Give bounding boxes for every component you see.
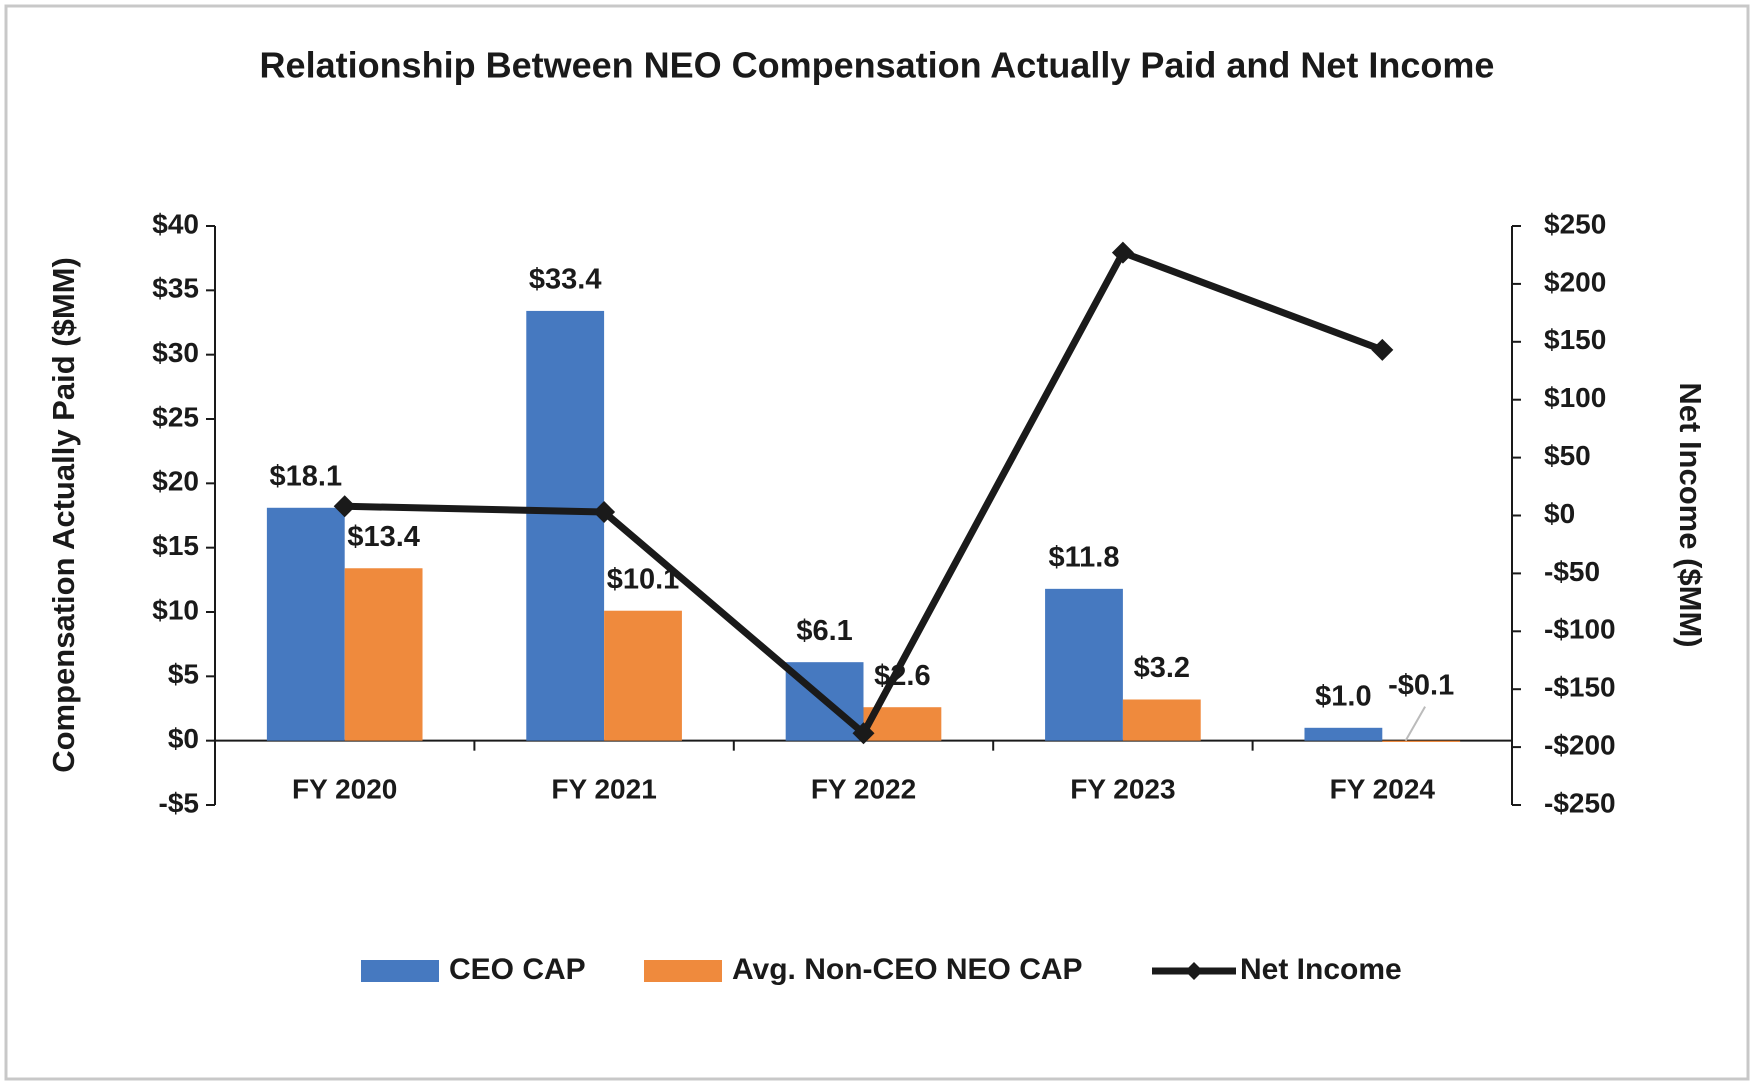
y-tick-label: $40 bbox=[152, 208, 199, 239]
value-label: $33.4 bbox=[529, 264, 602, 296]
legend-swatch bbox=[361, 960, 439, 982]
bar bbox=[604, 610, 682, 741]
line-marker bbox=[852, 722, 875, 745]
y-tick-label: $35 bbox=[152, 273, 199, 304]
value-label: $1.0 bbox=[1315, 680, 1371, 712]
y2-tick-label: $250 bbox=[1544, 208, 1606, 239]
legend-swatch bbox=[644, 960, 722, 982]
chart-title: Relationship Between NEO Compensation Ac… bbox=[260, 45, 1495, 86]
y2-tick-label: $0 bbox=[1544, 498, 1575, 529]
y-tick-label: $15 bbox=[152, 530, 199, 561]
y2-tick-label: -$50 bbox=[1544, 556, 1600, 587]
bar bbox=[344, 568, 423, 741]
bar bbox=[1122, 699, 1201, 741]
y-tick-label: $10 bbox=[152, 594, 199, 625]
bar bbox=[1382, 740, 1461, 742]
y2-tick-label: $150 bbox=[1544, 324, 1606, 355]
legend-label: CEO CAP bbox=[449, 953, 586, 986]
y-tick-label: $30 bbox=[152, 337, 199, 368]
y2-tick-label: $100 bbox=[1544, 382, 1606, 413]
value-label: $18.1 bbox=[270, 460, 343, 492]
value-label: $3.2 bbox=[1134, 652, 1190, 684]
legend-marker bbox=[1185, 962, 1203, 980]
y-tick-label: $25 bbox=[152, 401, 199, 432]
bar bbox=[266, 507, 345, 741]
line-marker bbox=[333, 495, 356, 518]
x-tick-label: FY 2024 bbox=[1330, 773, 1436, 804]
x-tick-label: FY 2023 bbox=[1070, 773, 1175, 804]
y-tick-label: $0 bbox=[168, 723, 199, 754]
y2-tick-label: -$100 bbox=[1544, 614, 1616, 645]
x-tick-label: FY 2022 bbox=[811, 773, 916, 804]
value-label: -$0.1 bbox=[1388, 669, 1454, 701]
value-label: $11.8 bbox=[1048, 541, 1119, 573]
y-tick-label: $5 bbox=[168, 659, 199, 690]
y-tick-label: $20 bbox=[152, 466, 199, 497]
value-label: $6.1 bbox=[796, 615, 852, 647]
value-label: $13.4 bbox=[347, 521, 420, 553]
line-marker bbox=[1111, 241, 1134, 264]
y2-tick-label: -$250 bbox=[1544, 787, 1616, 818]
bar bbox=[1304, 727, 1383, 741]
y2-tick-label: $200 bbox=[1544, 266, 1606, 297]
x-tick-label: FY 2021 bbox=[551, 773, 656, 804]
leader-line bbox=[1404, 706, 1426, 742]
x-tick-label: FY 2020 bbox=[292, 773, 397, 804]
bar bbox=[526, 310, 605, 741]
y2-axis-label: Net Income ($MM) bbox=[1673, 382, 1708, 647]
y-axis-label: Compensation Actually Paid ($MM) bbox=[46, 257, 81, 773]
bar bbox=[1045, 588, 1123, 741]
line-marker bbox=[1371, 338, 1394, 361]
legend-label: Avg. Non-CEO NEO CAP bbox=[732, 953, 1083, 986]
y2-tick-label: $50 bbox=[1544, 440, 1591, 471]
y2-tick-label: -$150 bbox=[1544, 672, 1616, 703]
line-marker bbox=[593, 501, 616, 524]
legend-label: Net Income bbox=[1240, 953, 1402, 986]
y-tick-label: -$5 bbox=[159, 787, 199, 818]
y2-tick-label: -$200 bbox=[1544, 729, 1616, 760]
